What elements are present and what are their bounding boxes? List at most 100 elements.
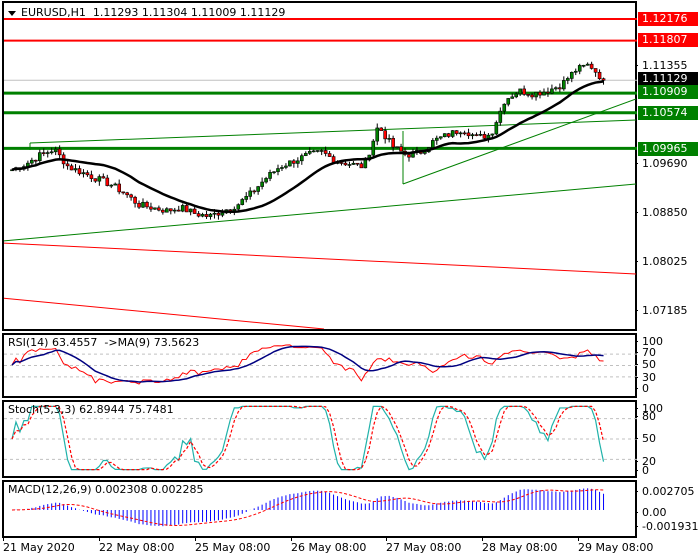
bullish-candle xyxy=(300,155,304,162)
bearish-candle xyxy=(482,134,487,139)
bullish-candle xyxy=(81,172,86,175)
bullish-candle xyxy=(569,71,574,79)
bullish-candle xyxy=(232,208,237,211)
bearish-candle xyxy=(41,152,46,154)
bullish-candle xyxy=(494,122,499,135)
price-tick: 1.08025 xyxy=(635,255,688,268)
bullish-candle xyxy=(550,88,554,94)
bullish-candle xyxy=(562,80,566,90)
dropdown-caret-icon[interactable] xyxy=(8,10,16,16)
bullish-candle xyxy=(573,70,578,73)
bullish-candle xyxy=(514,93,518,98)
bullish-candle xyxy=(458,132,463,135)
price-tick: 1.08850 xyxy=(635,206,688,219)
bearish-candle xyxy=(216,212,221,216)
bearish-candle xyxy=(454,130,459,134)
bullish-candle xyxy=(288,160,292,167)
bullish-candle xyxy=(73,168,78,171)
rsi-label: RSI(14) 63.4557 ->MA(9) 73.5623 xyxy=(8,336,200,349)
bearish-candle xyxy=(145,201,149,208)
bearish-candle xyxy=(77,168,82,175)
bullish-candle xyxy=(248,190,252,197)
level-badge-support-3: 1.09965 xyxy=(638,142,698,156)
rsi-axis: 100 70 50 30 0 xyxy=(635,333,700,398)
rsi-tick: 100 xyxy=(635,335,663,348)
bullish-candle xyxy=(375,127,380,142)
time-tick: 28 May 08:00 xyxy=(482,537,558,554)
stochastic-label: Stoch(5,3,3) 62.8944 75.7481 xyxy=(8,403,174,416)
bullish-candle xyxy=(109,184,114,187)
level-badge-support-1: 1.10909 xyxy=(638,85,698,99)
bearish-candle xyxy=(462,132,467,135)
falling-trendline xyxy=(4,297,325,329)
moving-average-line xyxy=(11,80,604,214)
level-badge-resistance-2: 1.11807 xyxy=(638,33,698,47)
bullish-candle xyxy=(260,181,264,187)
rsi-tick: 0 xyxy=(635,382,649,395)
stochastic-canvas xyxy=(4,405,637,471)
bearish-candle xyxy=(323,150,328,154)
bullish-candle xyxy=(264,178,268,183)
bearish-candle xyxy=(85,172,90,176)
bullish-candle xyxy=(37,152,42,162)
bullish-candle xyxy=(534,91,538,98)
bearish-candle xyxy=(343,162,348,166)
bullish-candle xyxy=(208,213,213,217)
macd-axis: 0.002705 0.00 -0.001931 xyxy=(634,480,700,538)
bullish-candle xyxy=(510,96,515,99)
bullish-candle xyxy=(30,159,34,164)
channel-upper-trendline xyxy=(29,119,637,144)
bearish-candle xyxy=(399,146,403,152)
bullish-candle xyxy=(363,159,368,169)
macd-indicator-pane[interactable]: MACD(12,26,9) 0.002308 0.002285 xyxy=(2,480,637,538)
macd-tick: 0.00 xyxy=(635,506,667,519)
bearish-candle xyxy=(176,209,181,212)
level-badge-resistance-1: 1.12176 xyxy=(638,12,698,26)
bearish-candle xyxy=(597,71,602,80)
bullish-candle xyxy=(49,151,54,154)
bearish-candle xyxy=(65,163,70,167)
stoch-main-line xyxy=(11,405,605,471)
bullish-candle xyxy=(311,150,316,153)
bullish-candle xyxy=(172,209,177,212)
price-tick: 1.11355 xyxy=(635,59,688,72)
bullish-candle xyxy=(554,87,558,90)
bullish-candle xyxy=(180,205,185,212)
bearish-candle xyxy=(292,160,296,164)
macd-canvas xyxy=(11,488,605,527)
current-price-badge: 1.11129 xyxy=(638,72,698,86)
bearish-candle xyxy=(89,174,94,179)
bearish-candle xyxy=(446,133,451,137)
bearish-candle xyxy=(125,192,129,196)
rsi-indicator-pane[interactable]: RSI(14) 63.4557 ->MA(9) 73.5623 xyxy=(2,333,637,398)
stoch-tick: 100 xyxy=(635,402,663,415)
stoch-tick: 0 xyxy=(635,464,649,477)
ohlc-open: 1.11293 xyxy=(92,6,139,19)
bearish-candle xyxy=(169,208,173,212)
bullish-candle xyxy=(200,214,205,217)
price-chart-canvas[interactable] xyxy=(4,3,637,329)
bearish-candle xyxy=(69,165,74,171)
price-axis[interactable]: 1.12176 1.11807 1.11355 1.11129 1.10909 … xyxy=(635,0,700,332)
bullish-candle xyxy=(141,201,145,208)
bullish-candle xyxy=(450,130,455,137)
price-chart-pane[interactable]: EURUSD,H1 1.11293 1.11304 1.11009 1.1112… xyxy=(2,1,637,331)
bearish-candle xyxy=(196,213,201,217)
rsi-canvas xyxy=(4,344,637,385)
bullish-candle xyxy=(220,212,225,216)
stochastic-indicator-pane[interactable]: Stoch(5,3,3) 62.8944 75.7481 xyxy=(2,400,637,478)
bullish-candle xyxy=(387,138,391,140)
bearish-candle xyxy=(383,130,387,140)
bearish-candle xyxy=(161,209,165,213)
bullish-candle xyxy=(434,137,439,141)
bearish-candle xyxy=(391,138,395,148)
bearish-candle xyxy=(117,183,121,193)
bearish-candle xyxy=(530,94,534,98)
bullish-candle xyxy=(272,171,276,174)
stoch-signal-line xyxy=(11,405,605,471)
bearish-candle xyxy=(184,205,189,213)
bearish-candle xyxy=(526,94,530,96)
bullish-candle xyxy=(153,207,157,210)
bearish-candle xyxy=(121,191,125,194)
bullish-candle xyxy=(307,151,312,154)
